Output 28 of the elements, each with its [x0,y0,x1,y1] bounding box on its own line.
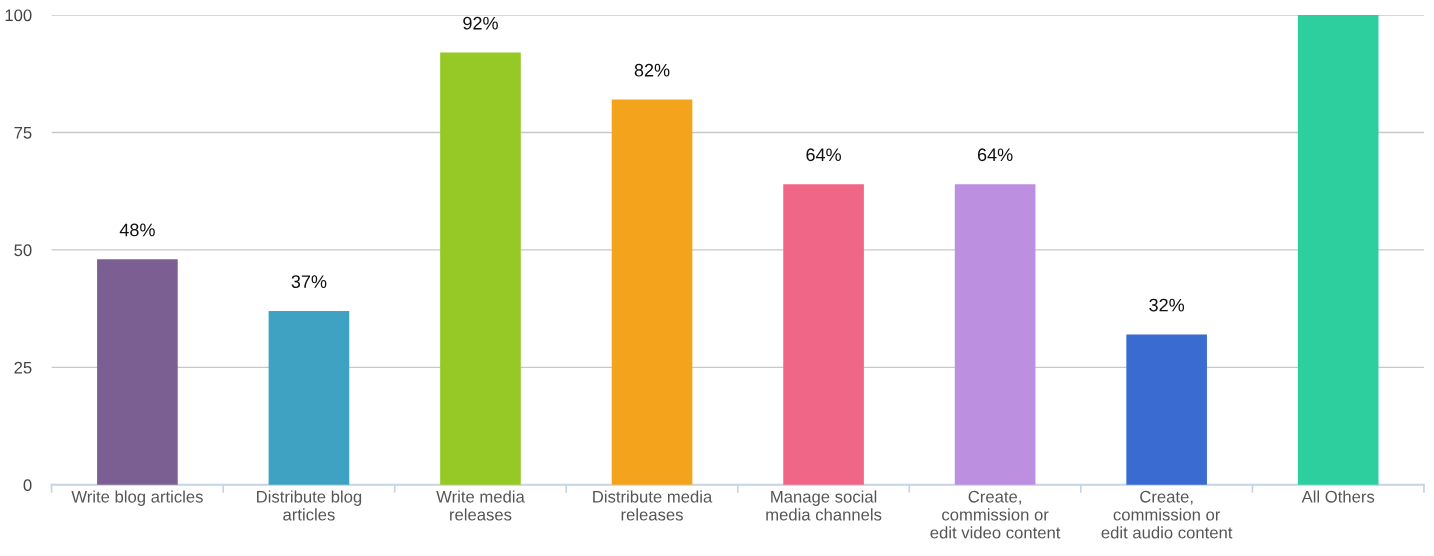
bar [954,184,1036,485]
x-tick-label: Manage social media channels [766,490,882,521]
bar [440,52,521,485]
x-tick-label: Write blog articles [71,490,203,506]
data-label: 82% [634,63,670,77]
bar [97,259,178,485]
bar [1126,334,1207,485]
y-tick-label: 0 [23,479,32,492]
x-tick-label: Distribute blog articles [257,490,362,521]
data-label: 64% [977,148,1013,162]
data-label: 48% [119,223,155,237]
data-label: 37% [291,275,327,288]
data-label: 92% [463,16,498,30]
data-label: 64% [806,148,841,162]
bar [611,99,693,485]
y-tick-label: 50 [14,244,32,257]
x-tick-label: Create, commission or edit audio content [1101,490,1233,539]
x-tick-label: All Others [1301,490,1375,503]
x-tick-label: Create, commission or edit video content [930,490,1061,539]
x-tick-label: Write media releases [436,490,525,521]
y-tick-label: 25 [14,361,32,374]
y-tick-label: 100 [5,9,32,22]
bar [1297,15,1379,485]
bar [268,311,350,485]
data-label: 32% [1149,298,1185,312]
y-tick-label: 75 [14,127,32,139]
bar [783,184,864,485]
x-tick-label: Distribute media releases [593,490,713,521]
